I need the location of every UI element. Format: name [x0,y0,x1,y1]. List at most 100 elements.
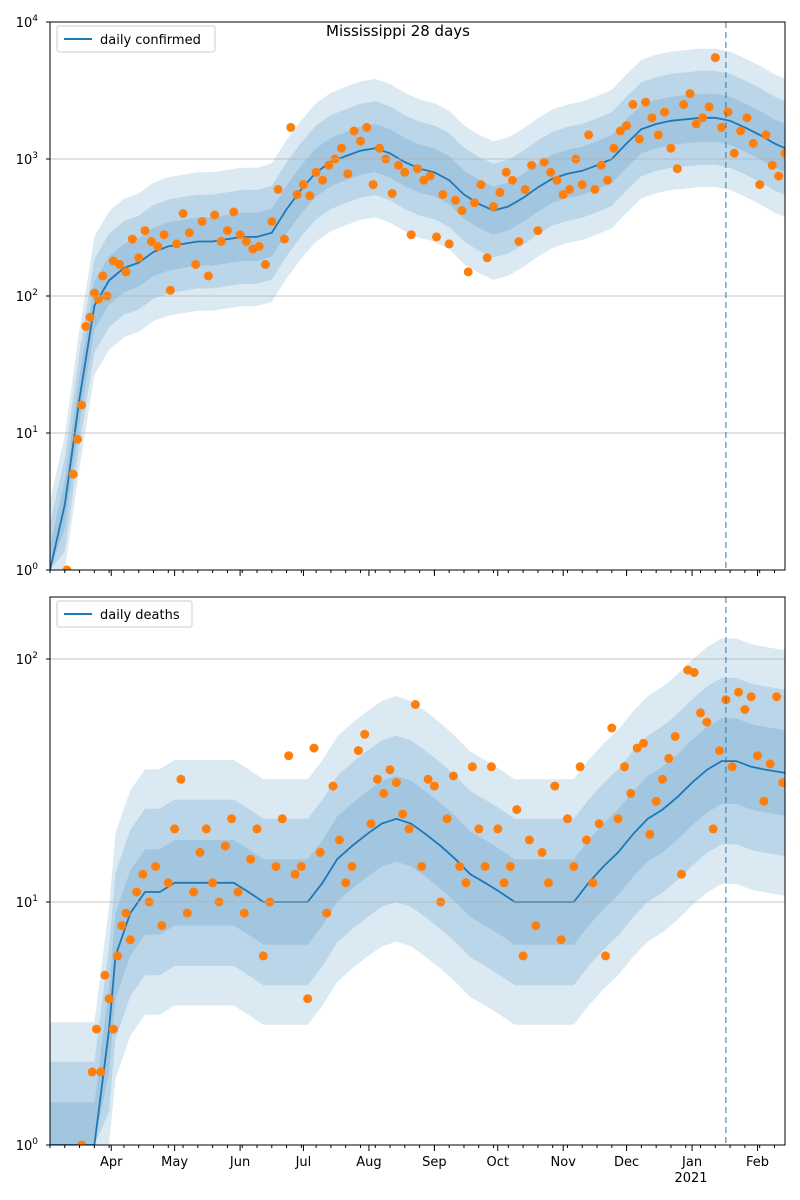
data-point [767,160,777,170]
data-point [533,226,543,236]
data-point [778,778,785,788]
data-point [626,788,636,798]
data-point [660,107,670,117]
data-point [113,951,123,961]
data-point [134,253,144,263]
data-point [208,878,218,888]
data-point [489,202,498,211]
data-point [569,862,579,871]
data-point [550,781,560,791]
data-point [755,180,765,190]
data-point [222,226,232,236]
data-point [546,167,556,177]
data-point [772,692,782,702]
data-point [153,241,163,251]
data-point [501,167,511,177]
data-point [531,921,541,931]
x-tick-label-sep: Sep [422,1155,447,1170]
data-point [558,190,568,200]
data-point [404,824,414,834]
data-point [303,994,313,1004]
data-point [634,134,644,144]
data-point [413,164,422,174]
data-point [493,824,503,834]
data-point [419,175,429,185]
x-tick-label-jan: Jan [681,1155,702,1170]
data-point [271,862,281,871]
data-point [298,180,308,190]
data-point [138,869,148,879]
data-point [328,781,338,791]
data-point [518,951,528,961]
year-label: 2021 [674,1171,707,1186]
data-point [182,908,192,918]
data-point [715,746,724,756]
plot-area [50,48,785,570]
data-point [334,835,344,845]
data-point [125,935,135,945]
data-point [596,160,606,170]
data-point [761,130,771,140]
data-point [324,160,334,170]
data-point [512,805,522,815]
data-point [290,869,300,879]
data-point [594,819,604,829]
data-point [563,814,572,824]
data-point [622,121,632,131]
data-point [505,862,515,871]
data-point [444,239,454,249]
data-point [305,191,315,201]
data-point [696,708,705,718]
y-tick-label: 100 [16,1137,39,1154]
data-point [736,126,746,136]
data-point [379,788,389,798]
data-point [653,130,663,140]
data-point [115,259,125,269]
data-point [727,762,737,772]
data-point [132,887,142,897]
data-point [318,175,327,185]
data-point [163,878,173,888]
data-point [170,824,180,834]
data-point [698,113,708,123]
y-tick-label: 102 [16,651,38,668]
series-line-1 [50,760,785,1145]
data-point [448,771,458,781]
data-point [347,862,357,871]
data-point [394,160,403,170]
data-point [341,878,351,888]
data-point [172,239,182,249]
y-tick-label: 102 [16,288,38,305]
data-point [639,738,648,748]
data-point [670,732,680,741]
data-point [729,148,739,158]
data-point [366,819,376,829]
data-point [235,230,245,240]
data-point [565,184,575,194]
data-point [117,921,127,931]
figure-title: Mississippi 28 days [326,22,470,40]
data-point [607,723,617,733]
x-tick-label-jun: Jun [229,1155,250,1170]
data-point [157,921,167,931]
data-point [391,778,401,788]
data-point [463,267,473,277]
data-point [482,253,492,263]
data-point [400,167,410,177]
data-point [220,841,230,851]
data-point [227,814,237,824]
legend-deaths: daily deaths [56,600,193,628]
data-point [201,824,211,834]
data-point [429,781,439,791]
y-tick-label: 101 [16,894,38,911]
data-point [197,217,207,226]
data-point [241,237,251,246]
data-point [252,824,262,834]
data-point [765,759,775,769]
data-point [723,107,733,117]
x-axis: Apr May Jun Jul Aug Sep Oct Nov Dec Jan Feb [100,1155,769,1170]
data-point [286,122,296,132]
data-point [315,847,325,857]
data-point [104,994,114,1004]
